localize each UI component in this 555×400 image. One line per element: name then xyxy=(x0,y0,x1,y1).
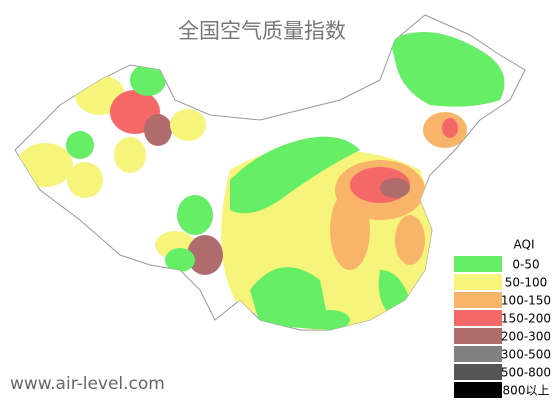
legend-label: 800以上 xyxy=(503,384,550,398)
legend-swatch xyxy=(454,328,502,344)
legend-title: AQI xyxy=(514,238,535,252)
legend-swatch xyxy=(454,292,502,308)
legend-swatch xyxy=(454,256,502,272)
legend-label: 50-100 xyxy=(505,276,548,290)
legend-swatch xyxy=(454,274,502,290)
title: 全国空气质量指数 xyxy=(178,19,346,43)
legend-swatch xyxy=(454,310,502,326)
legend-label: 300-500 xyxy=(501,348,551,362)
legend-label: 200-300 xyxy=(501,330,551,344)
aqi-overlay xyxy=(17,32,505,330)
legend-swatch xyxy=(454,382,502,398)
legend-swatch xyxy=(454,346,502,362)
legend: AQI 0-50 50-100 100-150 150-200 200-300 300-5… xyxy=(450,234,555,400)
legend-swatch xyxy=(454,364,502,380)
legend-label: 500-800 xyxy=(501,366,551,380)
legend-label: 150-200 xyxy=(501,312,551,326)
legend-label: 100-150 xyxy=(501,294,551,308)
legend-label: 0-50 xyxy=(512,258,539,272)
watermark: www.air-level.com xyxy=(10,374,165,394)
